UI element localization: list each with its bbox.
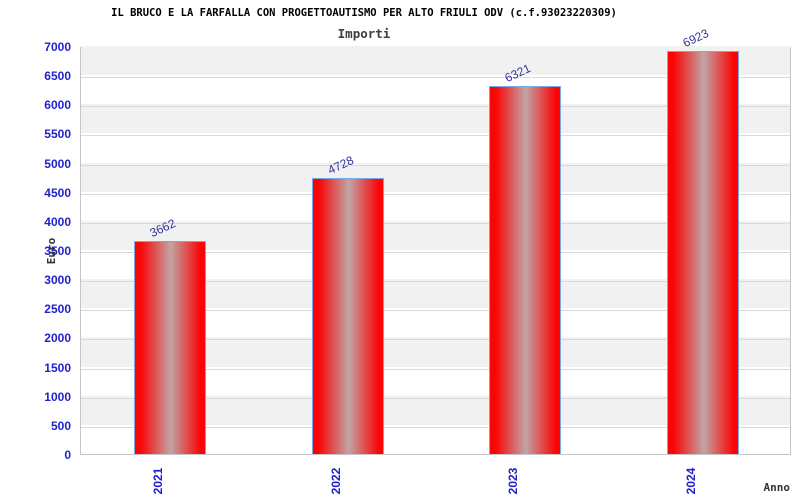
- x-axis-title: Anno: [763, 481, 791, 494]
- gridline: [81, 164, 790, 166]
- bar-2021: [133, 240, 206, 454]
- y-tick-label: 500: [50, 418, 71, 433]
- y-tick-label: 6000: [44, 98, 71, 113]
- y-tick-label: 6500: [44, 69, 71, 84]
- y-tick-label: 1500: [44, 360, 71, 375]
- x-tick-label-2021: 2021: [150, 467, 165, 495]
- bar-2024: [667, 50, 740, 454]
- y-tick-label: 5500: [44, 127, 71, 142]
- gridline: [81, 281, 790, 283]
- gridline: [81, 252, 790, 253]
- chart-title: IL BRUCO E LA FARFALLA CON PROGETTOAUTIS…: [111, 7, 617, 19]
- y-tick-label: 4000: [44, 214, 71, 229]
- y-tick-label: 1000: [44, 389, 71, 404]
- y-axis-title: Euro: [45, 237, 58, 265]
- gridline: [81, 397, 790, 399]
- gridline: [81, 339, 790, 341]
- y-tick-label: 7000: [44, 40, 71, 54]
- gridline: [81, 222, 790, 224]
- gridline: [81, 368, 790, 370]
- x-tick-label-2022: 2022: [328, 467, 343, 495]
- gridline: [81, 426, 790, 428]
- y-tick-label: 0: [64, 448, 71, 462]
- gridline: [81, 106, 790, 108]
- bar-2023: [489, 85, 562, 454]
- gridline: [81, 77, 790, 79]
- plot-area: 3662 4728 6321 6923: [80, 26, 791, 455]
- gridline: [81, 310, 790, 312]
- y-tick-label: 3500: [44, 244, 71, 258]
- gridline: [81, 193, 790, 195]
- y-tick-label: 5000: [44, 156, 71, 171]
- y-tick-label: 4500: [44, 185, 71, 200]
- gridline: [81, 135, 790, 137]
- y-tick-label: 2500: [44, 302, 71, 317]
- bar-2022: [311, 178, 384, 454]
- chart-subtitle: Importi: [337, 26, 391, 41]
- x-tick-label-2023: 2023: [506, 467, 521, 495]
- y-tick-label: 3000: [44, 273, 71, 288]
- x-tick-label-2024: 2024: [684, 467, 699, 495]
- y-tick-label: 2000: [44, 331, 71, 346]
